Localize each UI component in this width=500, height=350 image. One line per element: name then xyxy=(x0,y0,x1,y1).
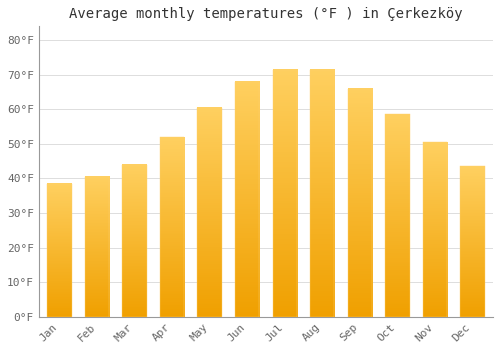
Bar xyxy=(272,70,297,317)
Bar xyxy=(385,114,409,317)
Bar xyxy=(460,166,484,317)
Title: Average monthly temperatures (°F ) in Çerkezköy: Average monthly temperatures (°F ) in Çe… xyxy=(69,7,462,21)
Bar xyxy=(85,177,109,317)
Bar xyxy=(235,82,260,317)
Bar xyxy=(122,164,146,317)
Bar xyxy=(310,70,334,317)
Bar xyxy=(422,142,447,317)
Bar xyxy=(48,184,72,317)
Bar xyxy=(160,137,184,317)
Bar xyxy=(348,89,372,317)
Bar xyxy=(198,107,222,317)
